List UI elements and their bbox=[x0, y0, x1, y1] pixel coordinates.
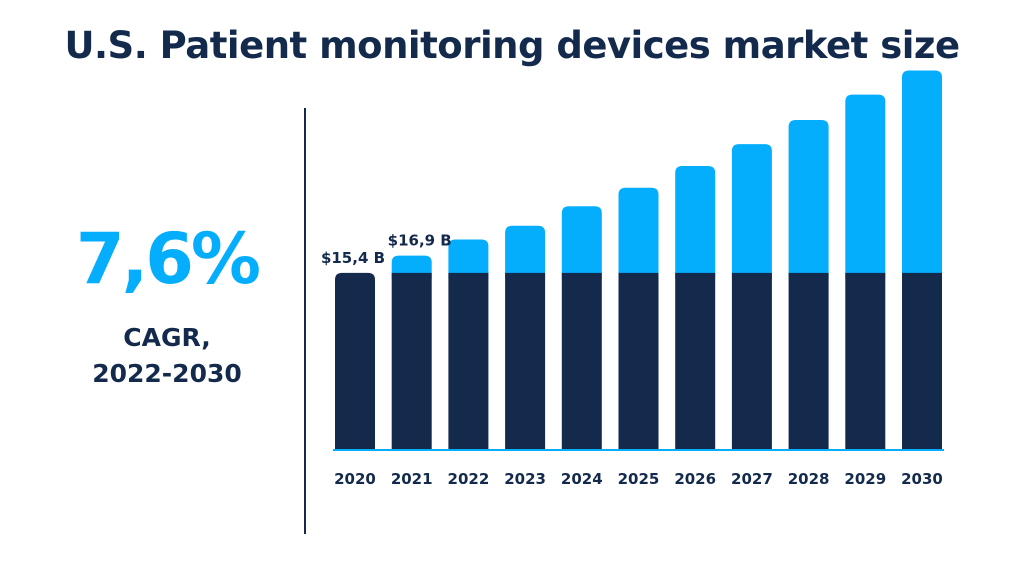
bar-growth-2024 bbox=[561, 206, 602, 279]
x-tick-label: 2020 bbox=[334, 470, 376, 488]
bar-base-2024 bbox=[561, 272, 602, 450]
bar-growth-2027 bbox=[731, 144, 772, 279]
bar-base-2028 bbox=[788, 272, 829, 450]
bar-base-2030 bbox=[902, 272, 942, 450]
x-tick-label: 2023 bbox=[504, 470, 546, 488]
bar-base-2026 bbox=[675, 272, 716, 450]
bar-growth-2026 bbox=[675, 165, 716, 279]
x-tick-label: 2029 bbox=[844, 470, 886, 488]
bar-growth-2028 bbox=[788, 119, 829, 279]
bar-growth-2022 bbox=[448, 239, 489, 279]
cagr-label: CAGR, 2022-2030 bbox=[62, 320, 272, 392]
bar-growth-2025 bbox=[618, 187, 659, 279]
bar-base-2022 bbox=[448, 272, 489, 450]
bar-base-2020 bbox=[335, 272, 375, 450]
x-tick-label: 2025 bbox=[618, 470, 660, 488]
bar-base-2027 bbox=[731, 272, 772, 450]
bar-growth-2029 bbox=[845, 94, 886, 279]
cagr-value: 7,6% bbox=[75, 218, 261, 300]
bar-growth-2030 bbox=[902, 70, 942, 279]
cagr-label-line1: CAGR, bbox=[123, 323, 211, 352]
x-tick-label: 2024 bbox=[561, 470, 603, 488]
x-tick-label: 2021 bbox=[391, 470, 433, 488]
chart-title: U.S. Patient monitoring devices market s… bbox=[64, 24, 960, 67]
x-tick-label: 2027 bbox=[731, 470, 773, 488]
bar-base-2025 bbox=[618, 272, 659, 450]
x-tick-label: 2022 bbox=[448, 470, 490, 488]
bar-base-2029 bbox=[845, 272, 886, 450]
x-tick-label: 2028 bbox=[788, 470, 830, 488]
data-label: $16,9 B bbox=[388, 232, 452, 250]
vertical-divider bbox=[304, 108, 306, 534]
cagr-label-line2: 2022-2030 bbox=[92, 359, 242, 388]
bar-growth-2023 bbox=[505, 225, 546, 279]
x-tick-label: 2030 bbox=[901, 470, 943, 488]
x-tick-label: 2026 bbox=[674, 470, 716, 488]
data-label: $15,4 B bbox=[321, 249, 385, 267]
bar-base-2021 bbox=[391, 272, 432, 450]
bar-base-2023 bbox=[505, 272, 546, 450]
